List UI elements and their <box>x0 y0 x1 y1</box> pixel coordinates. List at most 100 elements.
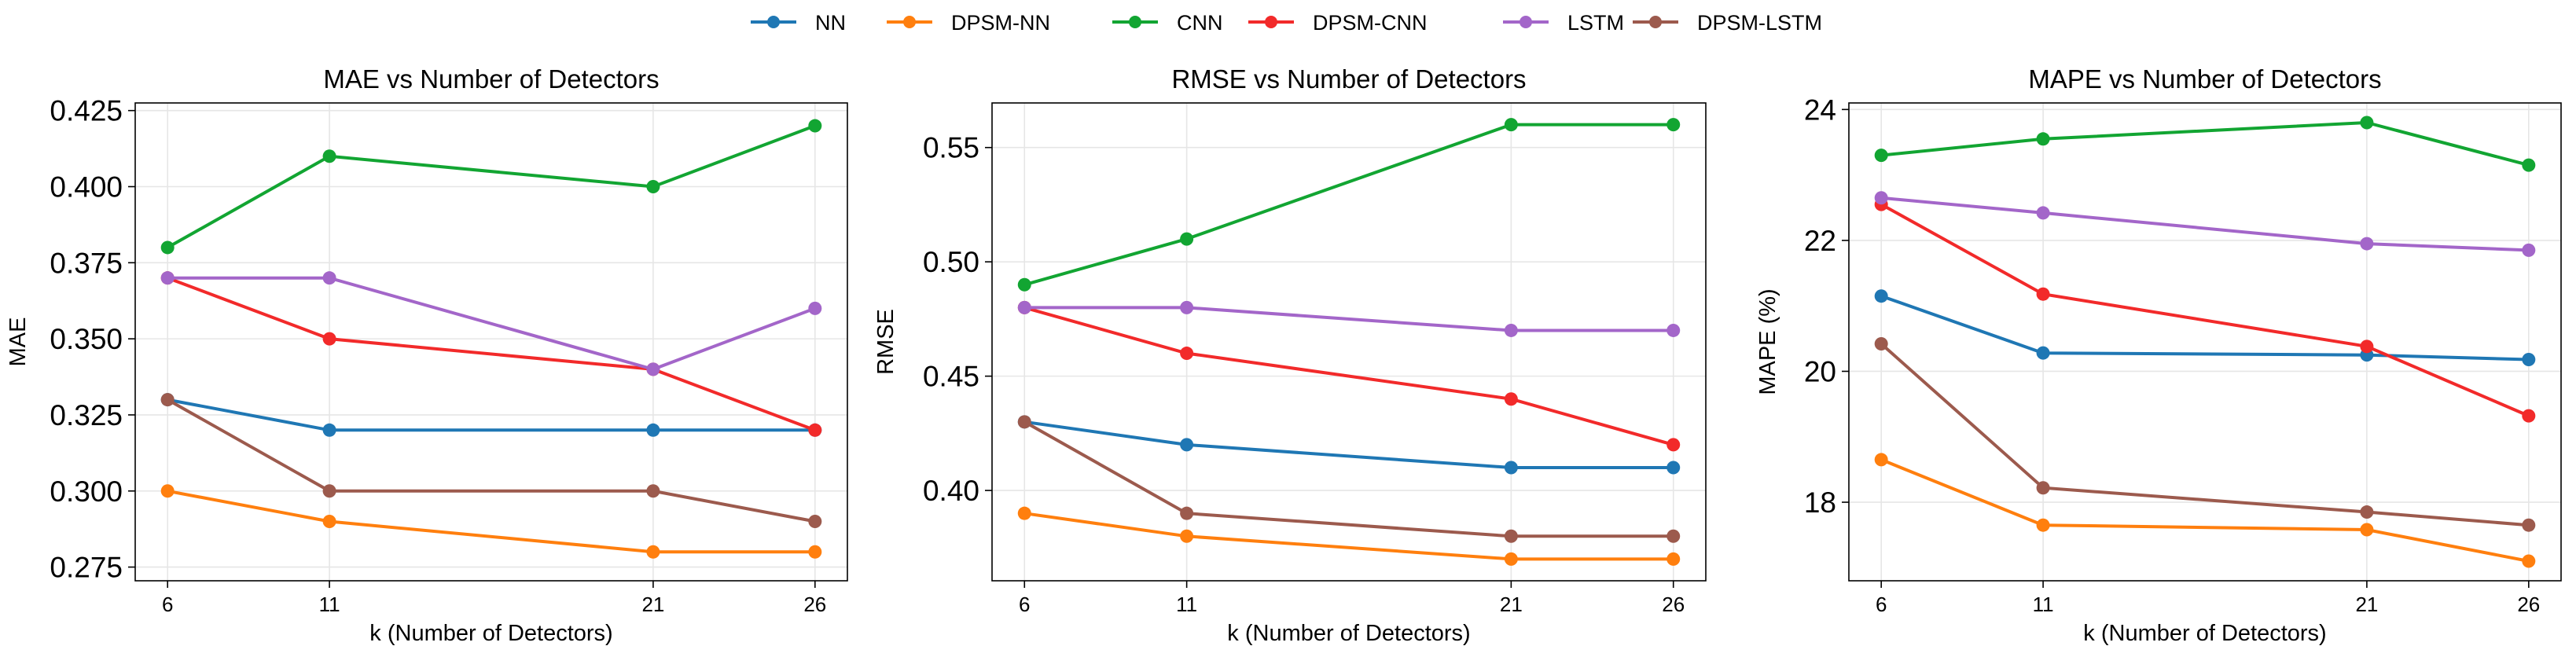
rmse-data-point-cnn <box>1017 277 1031 292</box>
mape-x-tick-label: 21 <box>2355 593 2378 616</box>
mape-data-point-dpsm-nn <box>2522 554 2536 568</box>
mae-x-axis-label: k (Number of Detectors) <box>369 621 612 646</box>
mae-data-point-cnn <box>808 119 822 133</box>
mae-x-tick-label: 6 <box>162 593 173 616</box>
rmse-data-point-dpsm-lstm <box>1017 415 1031 429</box>
mape-series-line-lstm <box>1881 196 2529 252</box>
mape-x-tick-label: 6 <box>1876 593 1887 616</box>
mae-series-line-dpsm-cnn <box>167 276 816 432</box>
mae-series-dpsm-nn <box>160 484 822 559</box>
legend-swatch-marker <box>1649 16 1662 28</box>
rmse-data-point-dpsm-nn <box>1666 552 1681 566</box>
rmse-x-tick-label: 11 <box>1176 593 1197 616</box>
mape-data-point-cnn <box>2522 158 2536 172</box>
mape-data-point-dpsm-cnn <box>2360 340 2374 354</box>
rmse-data-point-dpsm-lstm <box>1504 529 1518 543</box>
mape-x-axis-label: k (Number of Detectors) <box>2083 621 2326 646</box>
mae-y-tick-label: 0.375 <box>50 247 123 279</box>
mape-series-dpsm-nn <box>1874 453 2536 568</box>
mape-data-point-lstm <box>2522 243 2536 257</box>
rmse-data-point-lstm <box>1180 300 1194 314</box>
mape-series-line-nn <box>1880 294 2529 362</box>
legend-swatch-marker <box>903 16 916 28</box>
mae-y-tick-label: 0.425 <box>50 95 123 127</box>
mape-data-point-cnn <box>2036 132 2050 146</box>
rmse-data-point-dpsm-nn <box>1504 552 1518 566</box>
rmse-axis-ticks: 6 11 21 26 0.40 0.45 0.50 0.55 <box>923 132 1685 616</box>
mae-series-line-lstm <box>167 276 816 372</box>
rmse-data-point-dpsm-nn <box>1180 529 1194 543</box>
mape-series-lstm <box>1874 191 2536 257</box>
rmse-data-point-lstm <box>1504 323 1518 337</box>
rmse-series-group <box>1017 118 1681 566</box>
rmse-data-point-lstm <box>1017 300 1031 314</box>
mape-data-point-nn <box>2036 346 2050 360</box>
rmse-data-point-nn <box>1504 461 1518 475</box>
mape-chart-title: MAPE vs Number of Detectors <box>2028 64 2381 94</box>
rmse-series-line-dpsm-lstm <box>1023 420 1674 538</box>
mae-data-point-cnn <box>646 179 660 193</box>
mae-panel: MAE vs Number of Detectors k (Number of … <box>6 64 848 646</box>
rmse-data-point-nn <box>1180 438 1194 452</box>
mape-data-point-nn <box>1874 289 1888 303</box>
rmse-data-point-cnn <box>1180 232 1194 246</box>
mae-data-point-lstm <box>160 271 175 285</box>
mae-x-tick-label: 26 <box>803 593 826 616</box>
legend-item-lstm: LSTM <box>1503 11 1624 35</box>
rmse-series-line-lstm <box>1024 306 1674 332</box>
mae-data-point-dpsm-nn <box>646 545 660 559</box>
mape-data-point-cnn <box>2360 116 2374 130</box>
rmse-series-line-cnn <box>1023 123 1674 287</box>
mape-series-dpsm-lstm <box>1874 336 2536 532</box>
mape-data-point-nn <box>2522 352 2536 366</box>
mae-chart-title: MAE vs Number of Detectors <box>323 64 659 94</box>
rmse-data-point-dpsm-lstm <box>1180 506 1194 520</box>
rmse-axes-frame <box>991 102 1707 582</box>
mae-x-tick-label: 21 <box>641 593 664 616</box>
rmse-data-point-lstm <box>1666 323 1681 337</box>
rmse-y-tick-label: 0.45 <box>923 361 979 393</box>
legend-swatch-marker <box>1520 16 1532 28</box>
mae-data-point-dpsm-cnn <box>808 423 822 437</box>
mape-data-point-lstm <box>2036 206 2050 220</box>
legend-label: NN <box>815 11 846 35</box>
mae-series-cnn <box>160 119 822 255</box>
legend-item-dpsm-nn: DPSM-NN <box>887 11 1050 35</box>
rmse-x-tick-label: 21 <box>1500 593 1523 616</box>
mae-data-point-lstm <box>322 271 336 285</box>
rmse-series-nn <box>1017 415 1681 475</box>
mae-data-point-dpsm-nn <box>322 514 336 528</box>
legend: NN DPSM-NN CNN DPSM-CNN LSTM DPSM-LSTM <box>751 11 1822 35</box>
mae-y-tick-label: 0.325 <box>50 399 123 431</box>
rmse-series-line-nn <box>1024 420 1674 469</box>
mae-series-line-cnn <box>167 124 816 249</box>
mae-y-tick-label: 0.275 <box>50 552 123 584</box>
rmse-data-point-dpsm-cnn <box>1666 438 1681 452</box>
mae-data-point-dpsm-cnn <box>322 332 336 346</box>
rmse-x-tick-label: 6 <box>1019 593 1030 616</box>
mae-axes-frame <box>134 102 848 582</box>
mape-series-line-dpsm-cnn <box>1880 203 2530 417</box>
rmse-y-tick-label: 0.50 <box>923 246 979 278</box>
rmse-data-point-dpsm-lstm <box>1666 529 1681 543</box>
rmse-y-axis-label: RMSE <box>873 309 898 375</box>
legend-item-cnn: CNN <box>1112 11 1223 35</box>
legend-label: DPSM-LSTM <box>1697 11 1822 35</box>
rmse-data-point-cnn <box>1666 118 1681 132</box>
mae-data-point-cnn <box>322 149 336 163</box>
mape-panel: MAPE vs Number of Detectors k (Number of… <box>1755 64 2562 646</box>
mape-series-cnn <box>1874 116 2536 172</box>
legend-label: LSTM <box>1567 11 1624 35</box>
mae-axis-ticks: 6 11 21 26 0.275 0.300 0.325 0.350 0.375 0.400 0.4… <box>50 95 826 616</box>
mape-series-line-cnn <box>1880 120 2530 167</box>
mape-data-point-dpsm-lstm <box>2522 518 2536 532</box>
rmse-series-dpsm-lstm <box>1017 415 1681 543</box>
legend-item-dpsm-lstm: DPSM-LSTM <box>1633 11 1822 35</box>
mape-series-line-dpsm-lstm <box>1880 343 2529 527</box>
mape-series-group <box>1874 116 2536 568</box>
rmse-x-axis-label: k (Number of Detectors) <box>1227 621 1470 646</box>
mae-series-line-nn <box>167 398 815 432</box>
mape-axes-frame <box>1848 102 2562 582</box>
mape-y-tick-label: 18 <box>1804 486 1836 519</box>
